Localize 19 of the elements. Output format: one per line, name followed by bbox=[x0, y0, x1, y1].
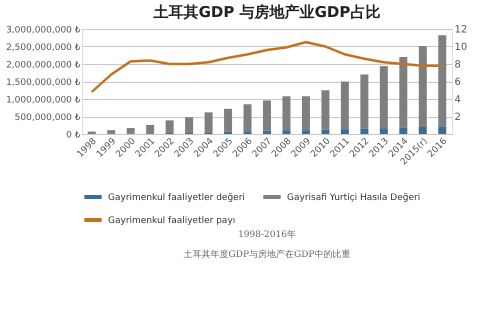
y-tick-label: 0 ₺ bbox=[66, 130, 81, 140]
y-tick-label: 2,000,000,000 ₺ bbox=[6, 60, 81, 70]
y2-tick-label: 8 bbox=[454, 60, 461, 70]
y2-tick-label: 4 bbox=[454, 94, 461, 106]
legend-label: Gayrimenkul faaliyetler değeri bbox=[108, 192, 245, 203]
legend-label: Gayrisafi Yurtiçi Hasıla Değeri bbox=[287, 192, 420, 203]
y2-tick-label: 6 bbox=[454, 77, 461, 88]
text: 1998-2016年 bbox=[238, 229, 296, 240]
chart-title: 土耳其GDP 与房地产业GDP占比 bbox=[152, 3, 380, 21]
text: 土耳其年度GDP与房地产在GDP中的比重 bbox=[184, 249, 350, 260]
y2-tick-label: 10 bbox=[454, 42, 468, 53]
y-tick-label: 500,000,000 ₺ bbox=[14, 113, 81, 123]
y-tick-label: 1,000,000,000 ₺ bbox=[6, 96, 81, 106]
y-tick-label: 1,500,000,000 ₺ bbox=[6, 78, 81, 88]
y2-tick-label: 2 bbox=[454, 112, 461, 123]
y2-tick-label: 12 bbox=[454, 24, 468, 36]
y-tick-label: 2,500,000,000 ₺ bbox=[6, 43, 81, 53]
legend-label: Gayrimenkul faaliyetler payı bbox=[108, 216, 236, 226]
y-tick-label: 3,000,000,000 ₺ bbox=[6, 26, 81, 36]
